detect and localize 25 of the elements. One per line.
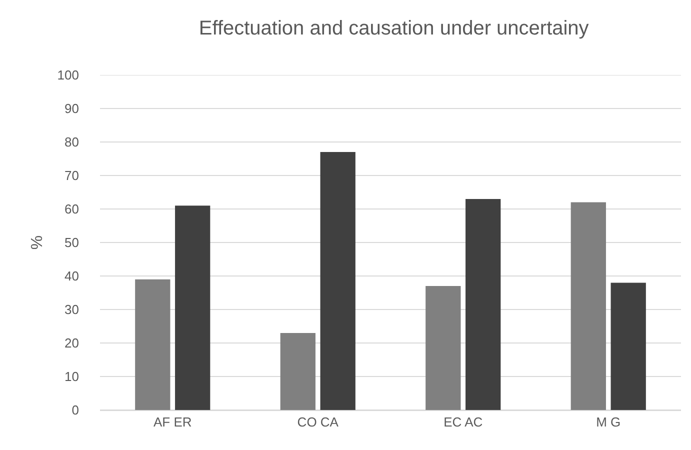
bar: [280, 332, 316, 410]
y-tick-label: 80: [64, 134, 79, 150]
bar: [570, 202, 606, 410]
bar: [135, 279, 170, 410]
x-tick-label: CO CA: [297, 414, 339, 430]
y-tick-label: 20: [64, 336, 79, 351]
y-tick-label: 30: [64, 302, 79, 318]
y-axis-title: %: [29, 235, 46, 250]
chart-title: Effectuation and causation under uncertainy: [198, 17, 589, 40]
y-tick-label: 100: [57, 68, 79, 83]
x-tick-label: M G: [596, 414, 621, 430]
x-tick-label: AF ER: [153, 414, 192, 430]
y-tick-label: 10: [64, 369, 79, 384]
x-tick-label: EC AC: [444, 414, 483, 430]
bar: [320, 152, 356, 410]
y-tick-label: 0: [72, 402, 79, 418]
y-tick-label: 90: [64, 101, 79, 116]
y-tick-label: 60: [64, 202, 79, 217]
y-tick-label: 70: [64, 168, 79, 184]
bar: [610, 282, 646, 410]
y-tick-label: 40: [64, 268, 79, 284]
bar: [426, 286, 461, 410]
y-tick-label: 50: [64, 235, 79, 250]
bar: [466, 198, 501, 410]
bar: [175, 206, 210, 410]
